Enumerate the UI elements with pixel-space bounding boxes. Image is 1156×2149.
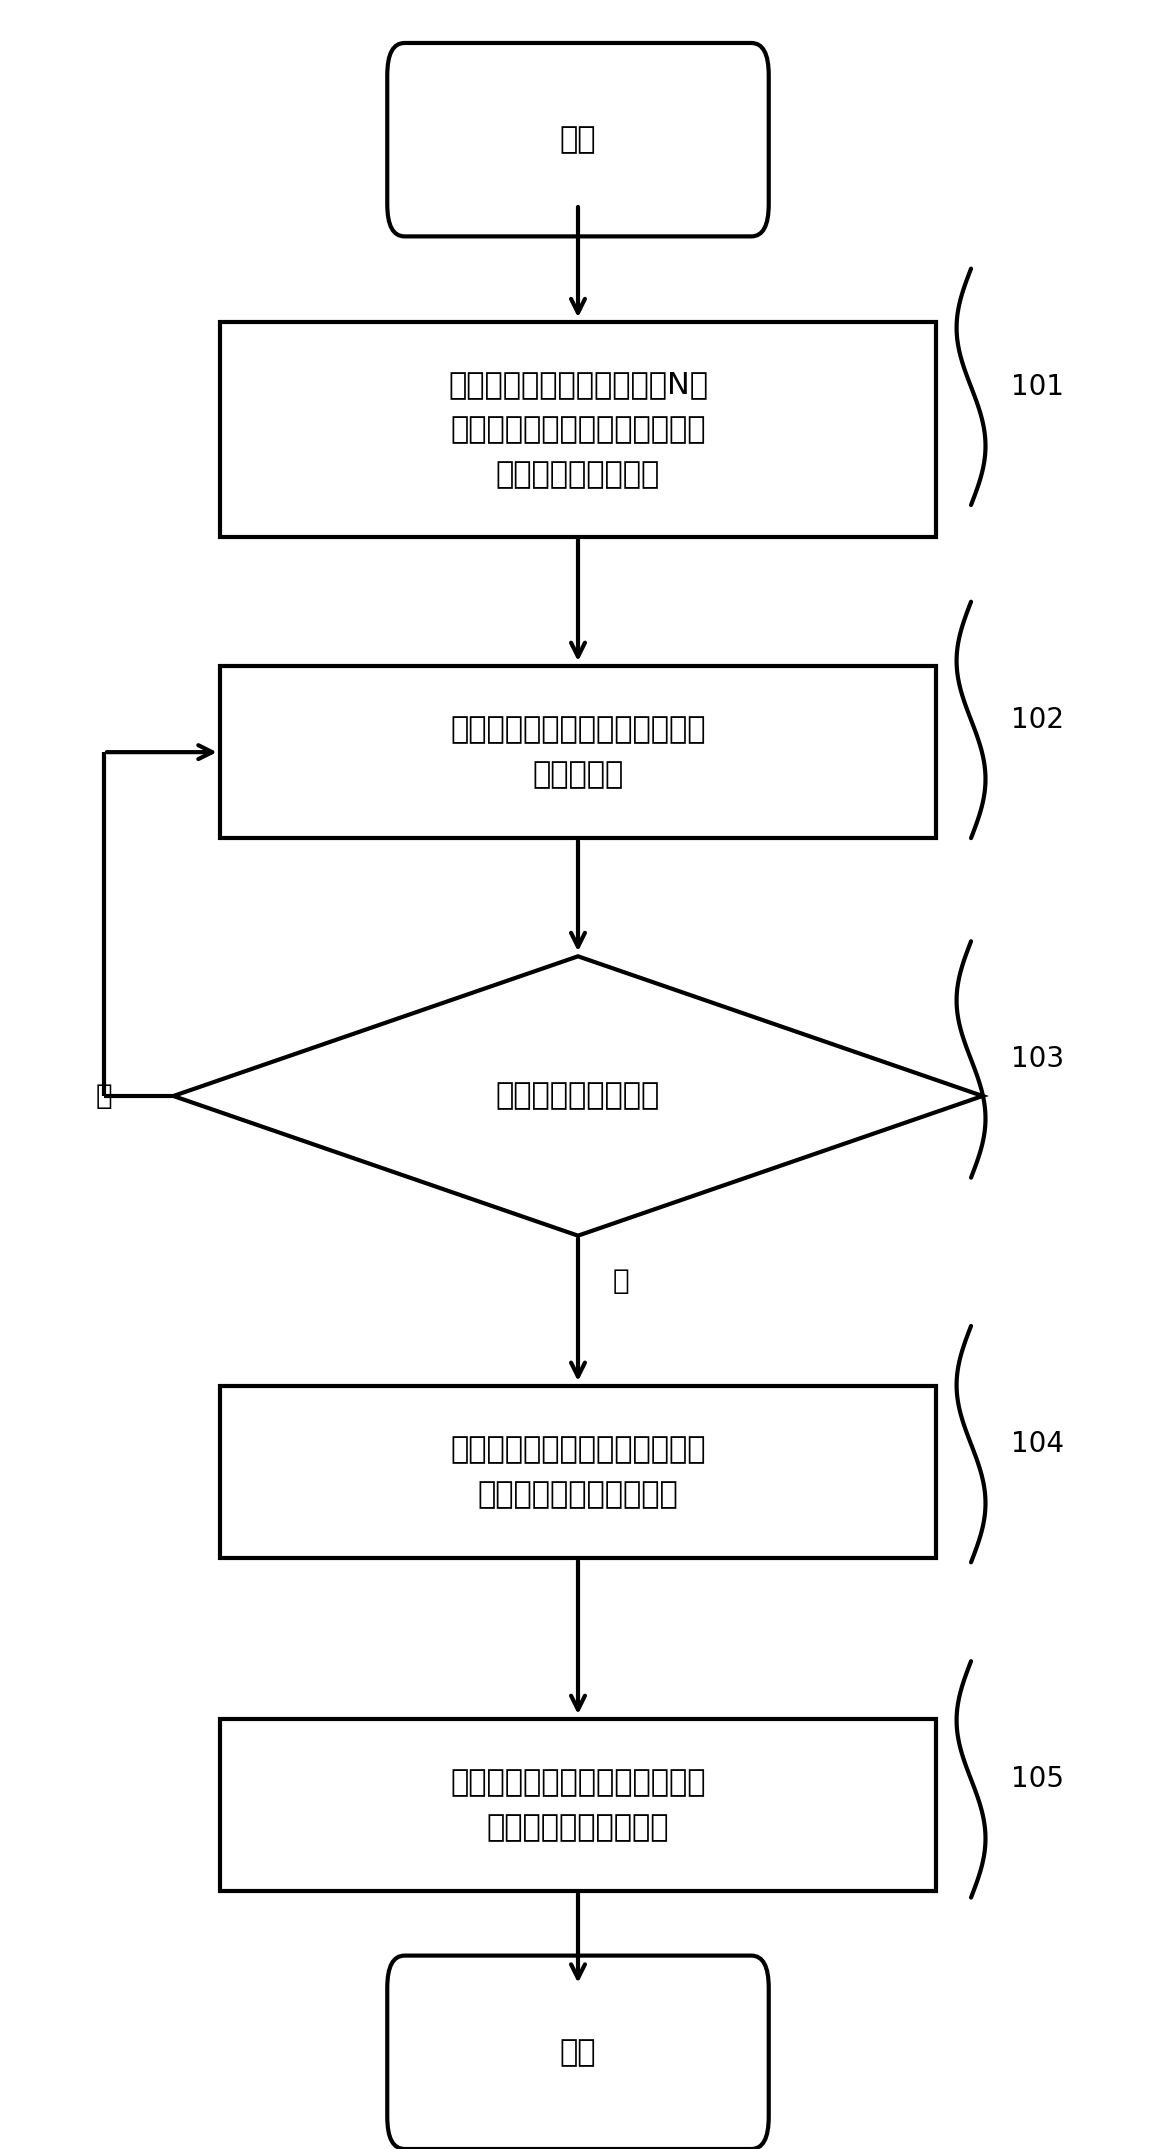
Text: 开始: 开始: [560, 125, 596, 155]
FancyBboxPatch shape: [387, 1956, 769, 2149]
Text: 102: 102: [1012, 705, 1065, 735]
Text: 否: 否: [96, 1081, 112, 1111]
Text: 终端是否需要定位？: 终端是否需要定位？: [496, 1081, 660, 1111]
Text: 结束: 结束: [560, 2037, 596, 2067]
Bar: [220, 666, 936, 838]
Text: 101: 101: [1012, 372, 1065, 402]
Bar: [220, 1386, 936, 1558]
Text: 根据当前时间从本地数据库中获
取相应时效段的星历数据: 根据当前时间从本地数据库中获 取相应时效段的星历数据: [450, 1436, 706, 1509]
Polygon shape: [173, 956, 983, 1236]
Text: 根据获取的星历数据捕获跟踪卫
星信号，得到定位信息: 根据获取的星历数据捕获跟踪卫 星信号，得到定位信息: [450, 1769, 706, 1842]
Text: 105: 105: [1012, 1764, 1065, 1794]
Text: 终端将获取的星历数据保存在本
地数据库中: 终端将获取的星历数据保存在本 地数据库中: [450, 716, 706, 789]
Text: 104: 104: [1012, 1429, 1065, 1459]
Bar: [220, 322, 936, 537]
Text: 103: 103: [1012, 1044, 1065, 1074]
FancyBboxPatch shape: [387, 43, 769, 236]
Text: 是: 是: [613, 1266, 629, 1296]
Bar: [220, 1719, 936, 1891]
Text: 终端从远程服务器获取至少N个
卫星的从当前时间起预设时长内
各时效段的星历数据: 终端从远程服务器获取至少N个 卫星的从当前时间起预设时长内 各时效段的星历数据: [449, 370, 707, 490]
